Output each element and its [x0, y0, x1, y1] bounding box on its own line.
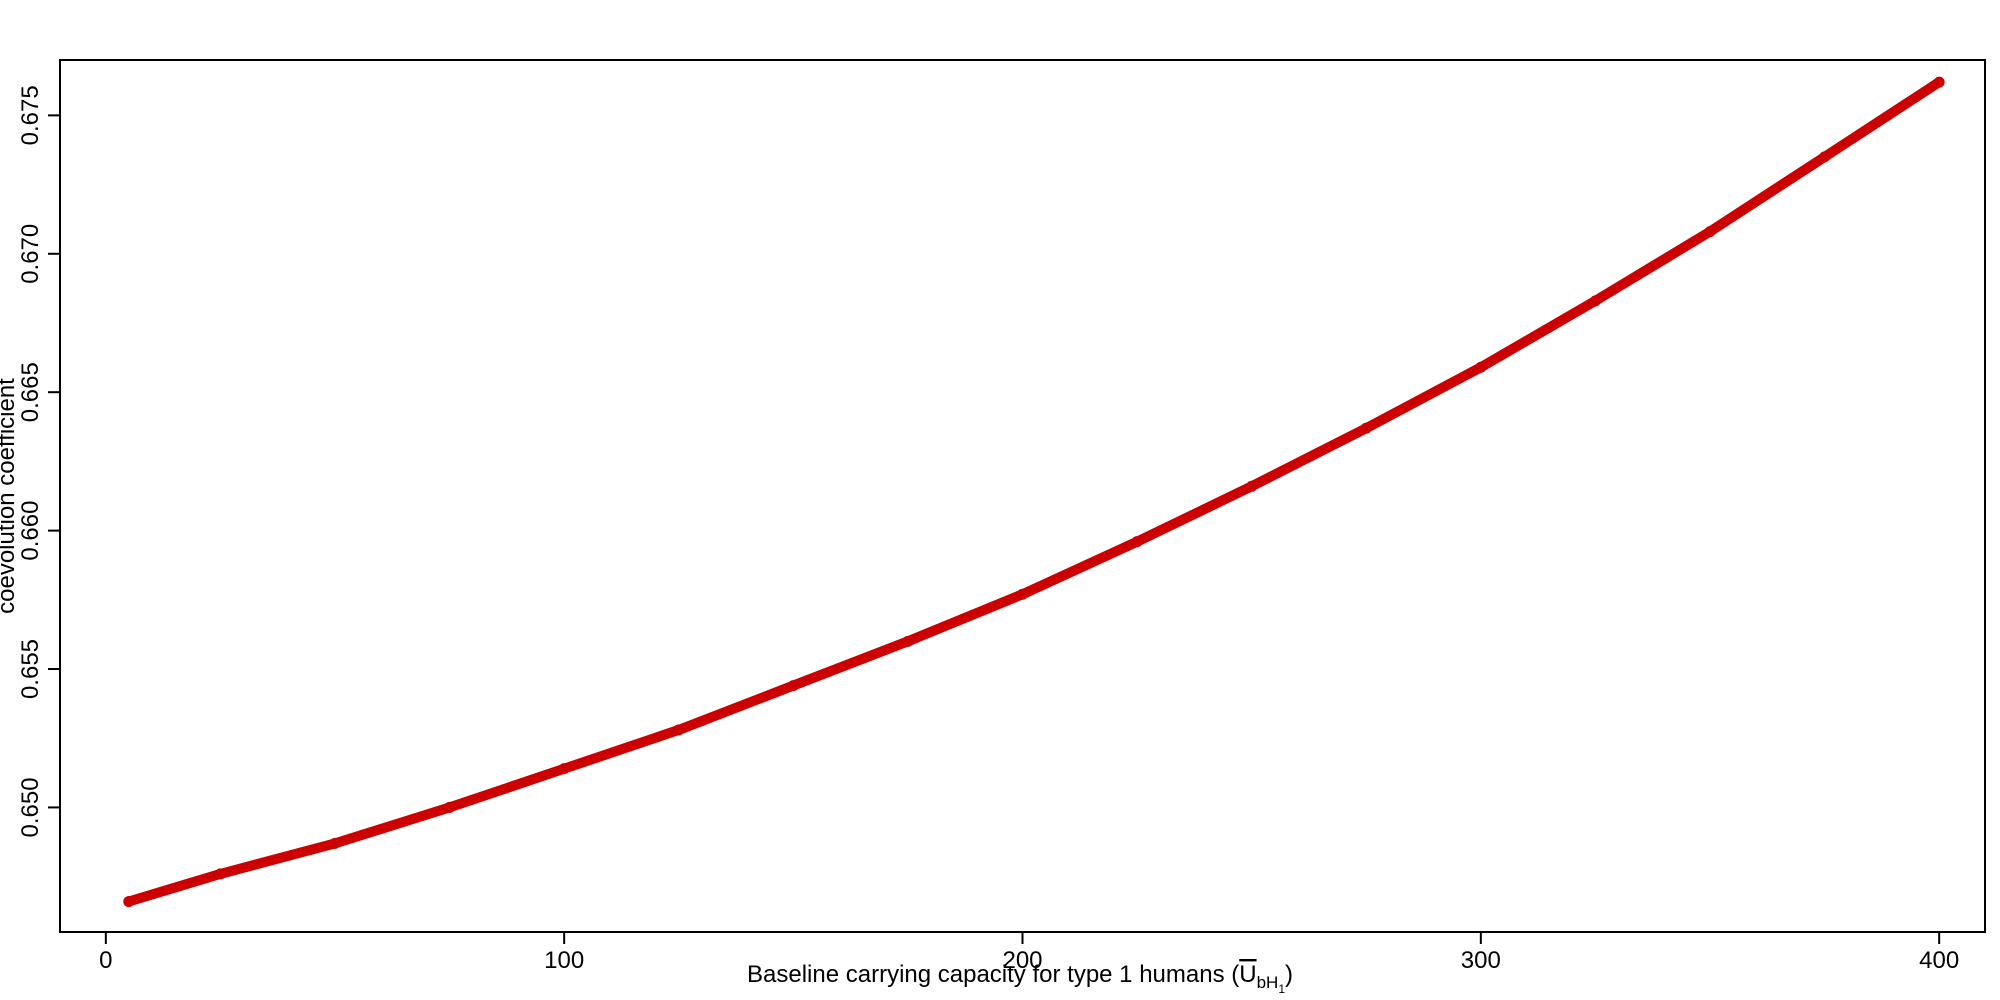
data-point [1589, 295, 1601, 307]
data-point [1933, 76, 1945, 88]
x-tick-label: 100 [544, 947, 584, 974]
data-point [444, 801, 456, 813]
data-point [1704, 226, 1716, 238]
plot-frame [59, 59, 1986, 933]
y-tick-label: 0.670 [17, 224, 44, 284]
data-point [673, 724, 685, 736]
y-tick-label: 0.675 [17, 85, 44, 145]
y-tick-label: 0.660 [17, 501, 44, 561]
y-axis-title: coevolution coefficient [0, 378, 20, 614]
y-tick-label: 0.655 [17, 639, 44, 699]
data-point [1360, 422, 1372, 434]
y-axis: 0.650 0.655 0.660 0.665 0.670 0.675 [17, 85, 60, 837]
data-point [558, 763, 570, 775]
data-point [787, 680, 799, 692]
data-point [123, 896, 135, 908]
x-tick-label: 300 [1461, 947, 1501, 974]
y-tick-label: 0.650 [17, 777, 44, 837]
series-layer [123, 76, 1945, 908]
x-axis-title-subscript: bH [1257, 973, 1279, 992]
x-axis-title-symbol: U [1239, 961, 1256, 988]
data-point [1475, 361, 1487, 373]
data-point [1246, 480, 1258, 492]
x-axis-title: Baseline carrying capacity for type 1 hu… [747, 961, 1293, 996]
x-axis: 0 100 200 300 400 [99, 932, 1959, 974]
data-point [902, 635, 914, 647]
series-line [123, 77, 1945, 907]
x-tick-label: 0 [99, 947, 112, 974]
data-point [329, 837, 341, 849]
x-axis-title-subsubscript: 1 [1278, 982, 1285, 996]
data-point [1017, 588, 1028, 600]
y-tick-label: 0.665 [17, 362, 44, 422]
data-point [1819, 151, 1831, 163]
data-point [1131, 536, 1143, 548]
x-tick-label: 200 [1002, 947, 1042, 974]
x-axis-title-close: ) [1285, 961, 1293, 988]
x-axis-title-text: Baseline carrying capacity for type 1 hu… [747, 961, 1239, 988]
data-point [214, 868, 226, 880]
x-tick-label: 400 [1919, 947, 1959, 974]
